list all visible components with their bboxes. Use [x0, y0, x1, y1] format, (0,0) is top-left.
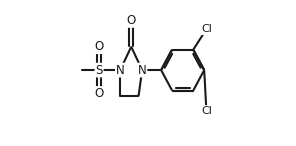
- Text: O: O: [94, 40, 104, 53]
- Text: O: O: [127, 14, 136, 27]
- Text: Cl: Cl: [201, 106, 212, 116]
- Text: S: S: [95, 64, 103, 77]
- Text: N: N: [138, 64, 147, 77]
- Text: O: O: [94, 87, 104, 100]
- Text: Cl: Cl: [201, 24, 212, 34]
- Text: N: N: [116, 64, 125, 77]
